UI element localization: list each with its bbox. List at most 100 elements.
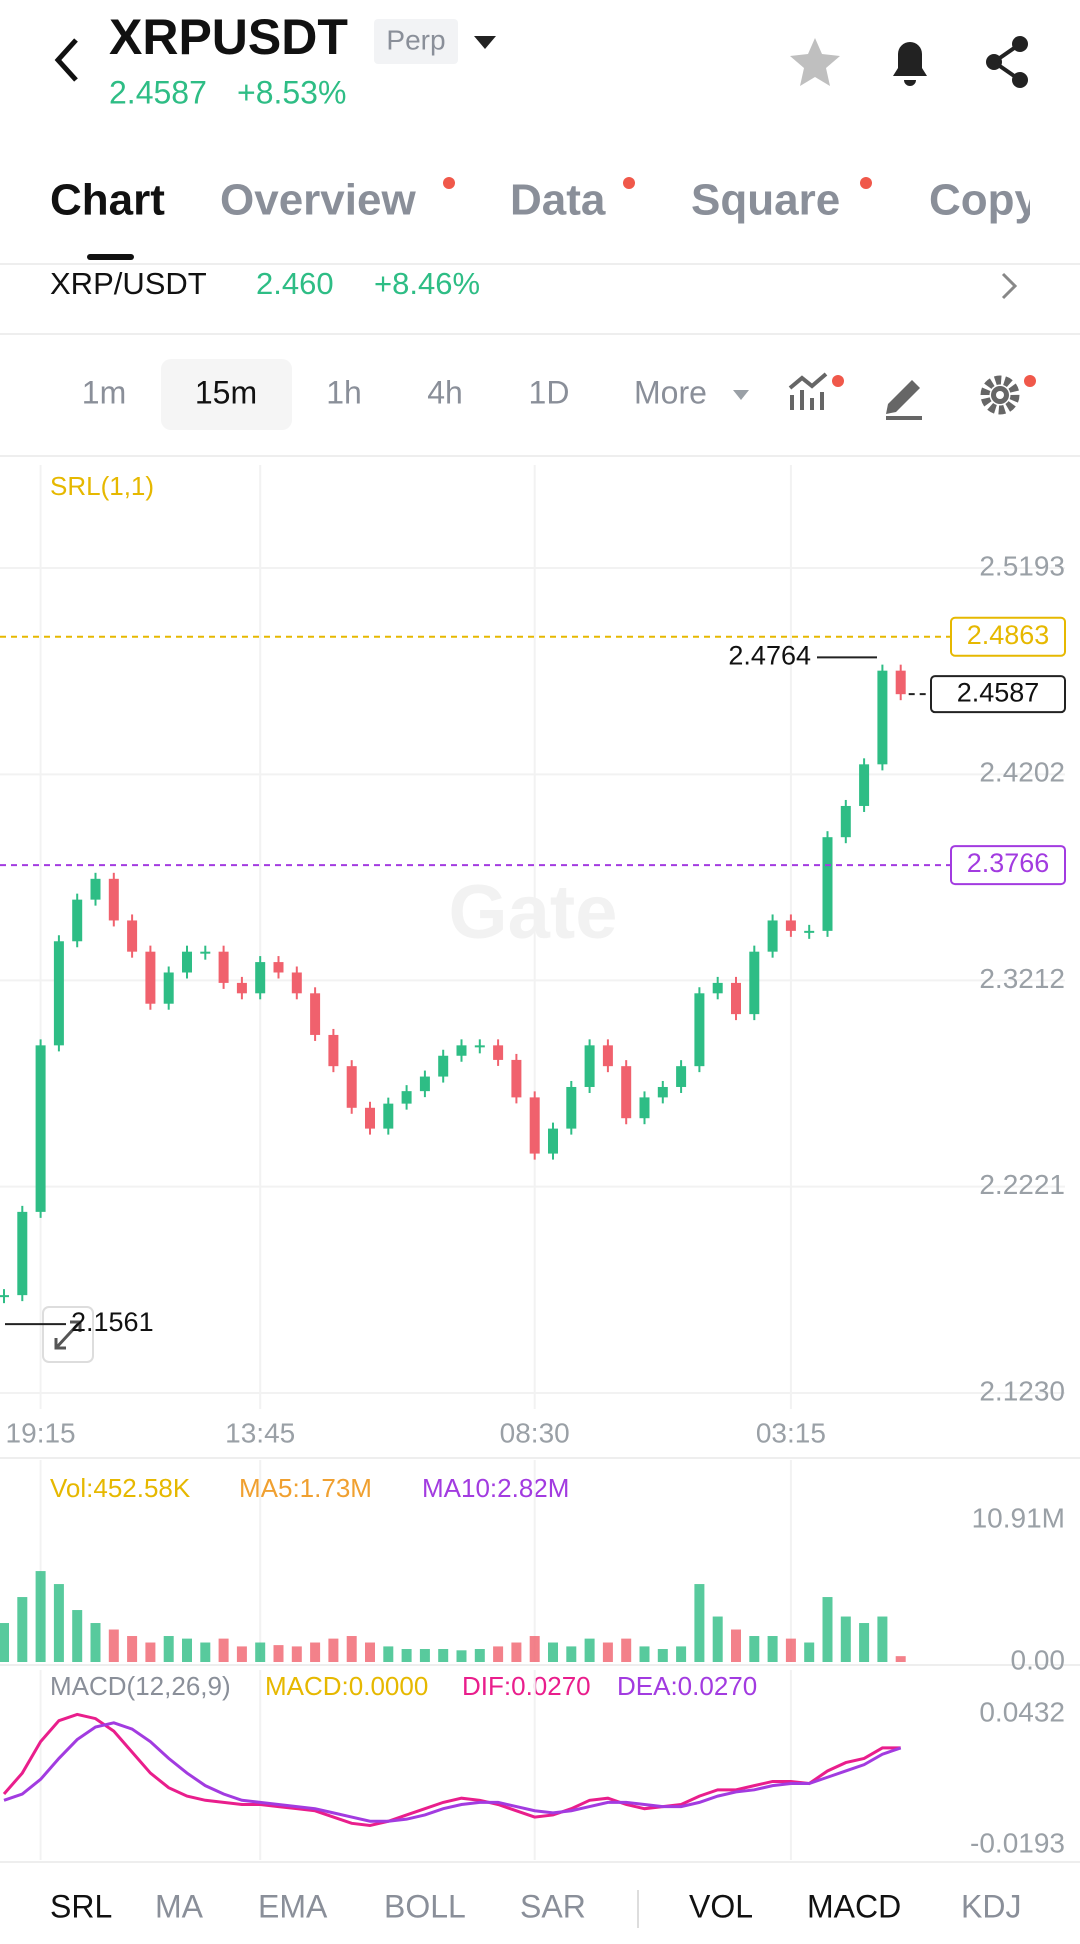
candle bbox=[255, 962, 266, 994]
candle bbox=[877, 670, 888, 765]
low-label: 2.1561 bbox=[71, 1307, 154, 1337]
volume-bar bbox=[291, 1646, 302, 1662]
volume-bar bbox=[621, 1638, 632, 1662]
interval[interactable]: 1m bbox=[82, 374, 126, 410]
interval[interactable]: More bbox=[634, 374, 707, 410]
candle bbox=[529, 1097, 540, 1154]
candle bbox=[584, 1045, 595, 1087]
candle bbox=[657, 1086, 668, 1098]
volume-bar bbox=[72, 1610, 83, 1662]
tab[interactable]: Chart bbox=[50, 176, 165, 225]
bottom-tab[interactable]: BOLL bbox=[384, 1888, 466, 1924]
bottom-tab[interactable]: VOL bbox=[689, 1888, 753, 1924]
badge-dot bbox=[443, 177, 455, 189]
tab[interactable]: Overview bbox=[220, 176, 416, 225]
candle bbox=[566, 1086, 577, 1129]
bottom-tab[interactable]: MACD bbox=[807, 1888, 901, 1924]
candle bbox=[438, 1055, 449, 1077]
volume-bar bbox=[182, 1638, 192, 1662]
volume-bar bbox=[566, 1646, 577, 1662]
candle bbox=[72, 899, 83, 942]
indicator-icon[interactable] bbox=[788, 372, 828, 410]
high-label: 2.4764 bbox=[728, 640, 811, 670]
interval[interactable]: 1D bbox=[529, 374, 570, 410]
candle bbox=[749, 951, 760, 1015]
volume-bar bbox=[712, 1616, 723, 1662]
dropdown[interactable] bbox=[474, 36, 496, 49]
share-icon[interactable] bbox=[986, 36, 1028, 88]
bottom-tab[interactable]: SAR bbox=[520, 1888, 586, 1924]
volume-bar bbox=[785, 1638, 796, 1662]
candle bbox=[859, 764, 870, 806]
srl-label: 2.3766 bbox=[967, 848, 1050, 878]
volume-bar bbox=[145, 1642, 156, 1662]
volume-bar bbox=[163, 1636, 174, 1662]
chevron[interactable] bbox=[1001, 272, 1018, 300]
volume-bar bbox=[90, 1623, 101, 1662]
settings-icon[interactable] bbox=[980, 375, 1020, 415]
vol-legend: MA5:1.73M bbox=[239, 1473, 372, 1503]
candle bbox=[310, 993, 321, 1035]
volume-bar bbox=[53, 1584, 64, 1662]
volume-bar bbox=[273, 1645, 284, 1662]
candle bbox=[328, 1034, 339, 1067]
spot-change: +8.46% bbox=[374, 266, 480, 301]
volume-bar bbox=[657, 1649, 668, 1662]
candle bbox=[785, 920, 796, 931]
volume-bar bbox=[840, 1616, 851, 1662]
tab[interactable]: Square bbox=[691, 176, 840, 225]
candle bbox=[365, 1107, 375, 1129]
star-icon[interactable] bbox=[790, 38, 840, 86]
spot-pair[interactable]: XRP/USDT bbox=[50, 266, 207, 301]
last-price-box bbox=[930, 675, 1066, 714]
candle bbox=[218, 951, 229, 983]
tab[interactable]: Copy bbox=[929, 176, 1040, 225]
y-tick-label: 2.4202 bbox=[979, 757, 1065, 788]
volume-bar bbox=[676, 1646, 687, 1662]
candle bbox=[53, 941, 64, 1046]
candle bbox=[548, 1128, 558, 1154]
volume-bar bbox=[456, 1650, 467, 1662]
candle bbox=[676, 1066, 687, 1087]
draw-icon[interactable] bbox=[886, 380, 922, 420]
interval[interactable]: 15m bbox=[195, 374, 257, 410]
volume-bar bbox=[767, 1636, 778, 1662]
macd-legend: DEA:0.0270 bbox=[617, 1671, 757, 1701]
candle bbox=[639, 1097, 650, 1119]
tab-underline bbox=[87, 254, 134, 260]
macd-line bbox=[3, 1721, 902, 1823]
bell-icon[interactable] bbox=[893, 42, 927, 86]
candle bbox=[127, 920, 138, 952]
tab[interactable]: Data bbox=[510, 176, 606, 225]
badge-dot bbox=[1024, 375, 1036, 387]
badge-bg bbox=[374, 19, 458, 64]
vol-legend: Vol:452.58K bbox=[50, 1473, 191, 1503]
macd-line bbox=[2, 1712, 901, 1827]
interval[interactable]: 1h bbox=[326, 374, 362, 410]
interval[interactable]: 4h bbox=[427, 374, 463, 410]
bottom-tab[interactable]: KDJ bbox=[961, 1888, 1021, 1924]
volume-bar bbox=[877, 1616, 888, 1662]
candle bbox=[90, 878, 101, 900]
x-tick-label: 03:15 bbox=[756, 1417, 826, 1448]
x-tick-label: 13:45 bbox=[225, 1417, 295, 1448]
candle bbox=[840, 805, 851, 838]
candle bbox=[108, 878, 119, 921]
back-button[interactable] bbox=[54, 38, 78, 82]
macd-legend: DIF:0.0270 bbox=[462, 1671, 591, 1701]
volume-bar bbox=[218, 1638, 229, 1662]
volume-bar bbox=[108, 1629, 119, 1662]
volume-bar bbox=[35, 1571, 46, 1662]
volume-bar bbox=[493, 1646, 504, 1662]
bottom-tab[interactable]: SRL bbox=[50, 1888, 112, 1924]
bottom-tab[interactable]: MA bbox=[155, 1888, 204, 1924]
volume-bar bbox=[401, 1649, 412, 1662]
badge-dot bbox=[860, 177, 872, 189]
volume-bar bbox=[310, 1642, 321, 1662]
bottom-tab[interactable]: EMA bbox=[258, 1888, 328, 1924]
indicator-label: SRL(1,1) bbox=[50, 471, 154, 501]
badge: Perp bbox=[386, 24, 445, 55]
candle bbox=[712, 982, 723, 994]
volume-bar bbox=[474, 1649, 485, 1662]
